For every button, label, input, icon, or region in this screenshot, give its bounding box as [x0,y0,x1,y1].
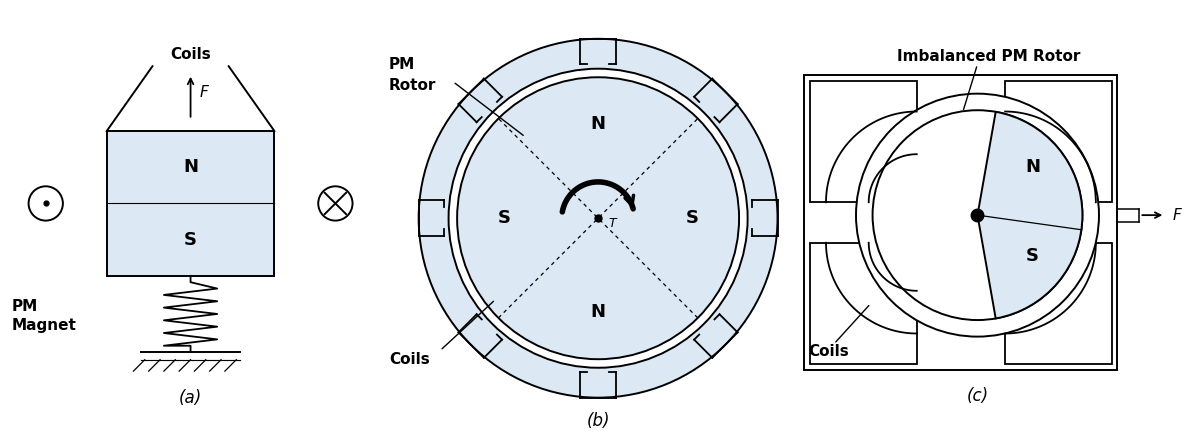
Text: S: S [1027,247,1040,265]
Text: (c): (c) [966,387,989,405]
Text: N: N [591,115,605,133]
Text: N: N [591,303,605,321]
Circle shape [873,110,1083,320]
Bar [1005,81,1112,202]
Text: N: N [183,158,198,176]
Text: S: S [498,209,511,227]
Text: Imbalanced PM Rotor: Imbalanced PM Rotor [897,49,1080,65]
Text: S: S [686,209,699,227]
Bar [810,81,917,202]
Wedge shape [978,112,1083,319]
Circle shape [318,186,353,221]
Text: N: N [1025,158,1040,176]
Text: Coils: Coils [388,352,430,367]
Circle shape [29,186,63,221]
Text: F: F [1173,208,1181,222]
Text: Rotor: Rotor [388,78,436,93]
Circle shape [449,69,748,368]
Bar [1005,243,1112,364]
Text: Magnet: Magnet [12,318,76,333]
Bar [804,75,1117,370]
Bar [810,243,917,364]
Text: F: F [200,85,208,101]
Text: Coils: Coils [170,47,211,62]
Circle shape [457,77,740,359]
Text: S: S [185,231,197,249]
Text: PM: PM [388,57,414,72]
Text: Coils: Coils [809,344,849,359]
Circle shape [419,39,778,398]
Text: (b): (b) [586,412,610,430]
Bar [107,131,274,276]
Text: PM: PM [12,299,38,314]
Circle shape [856,93,1099,336]
Text: (a): (a) [179,389,202,407]
Text: T: T [609,217,617,230]
